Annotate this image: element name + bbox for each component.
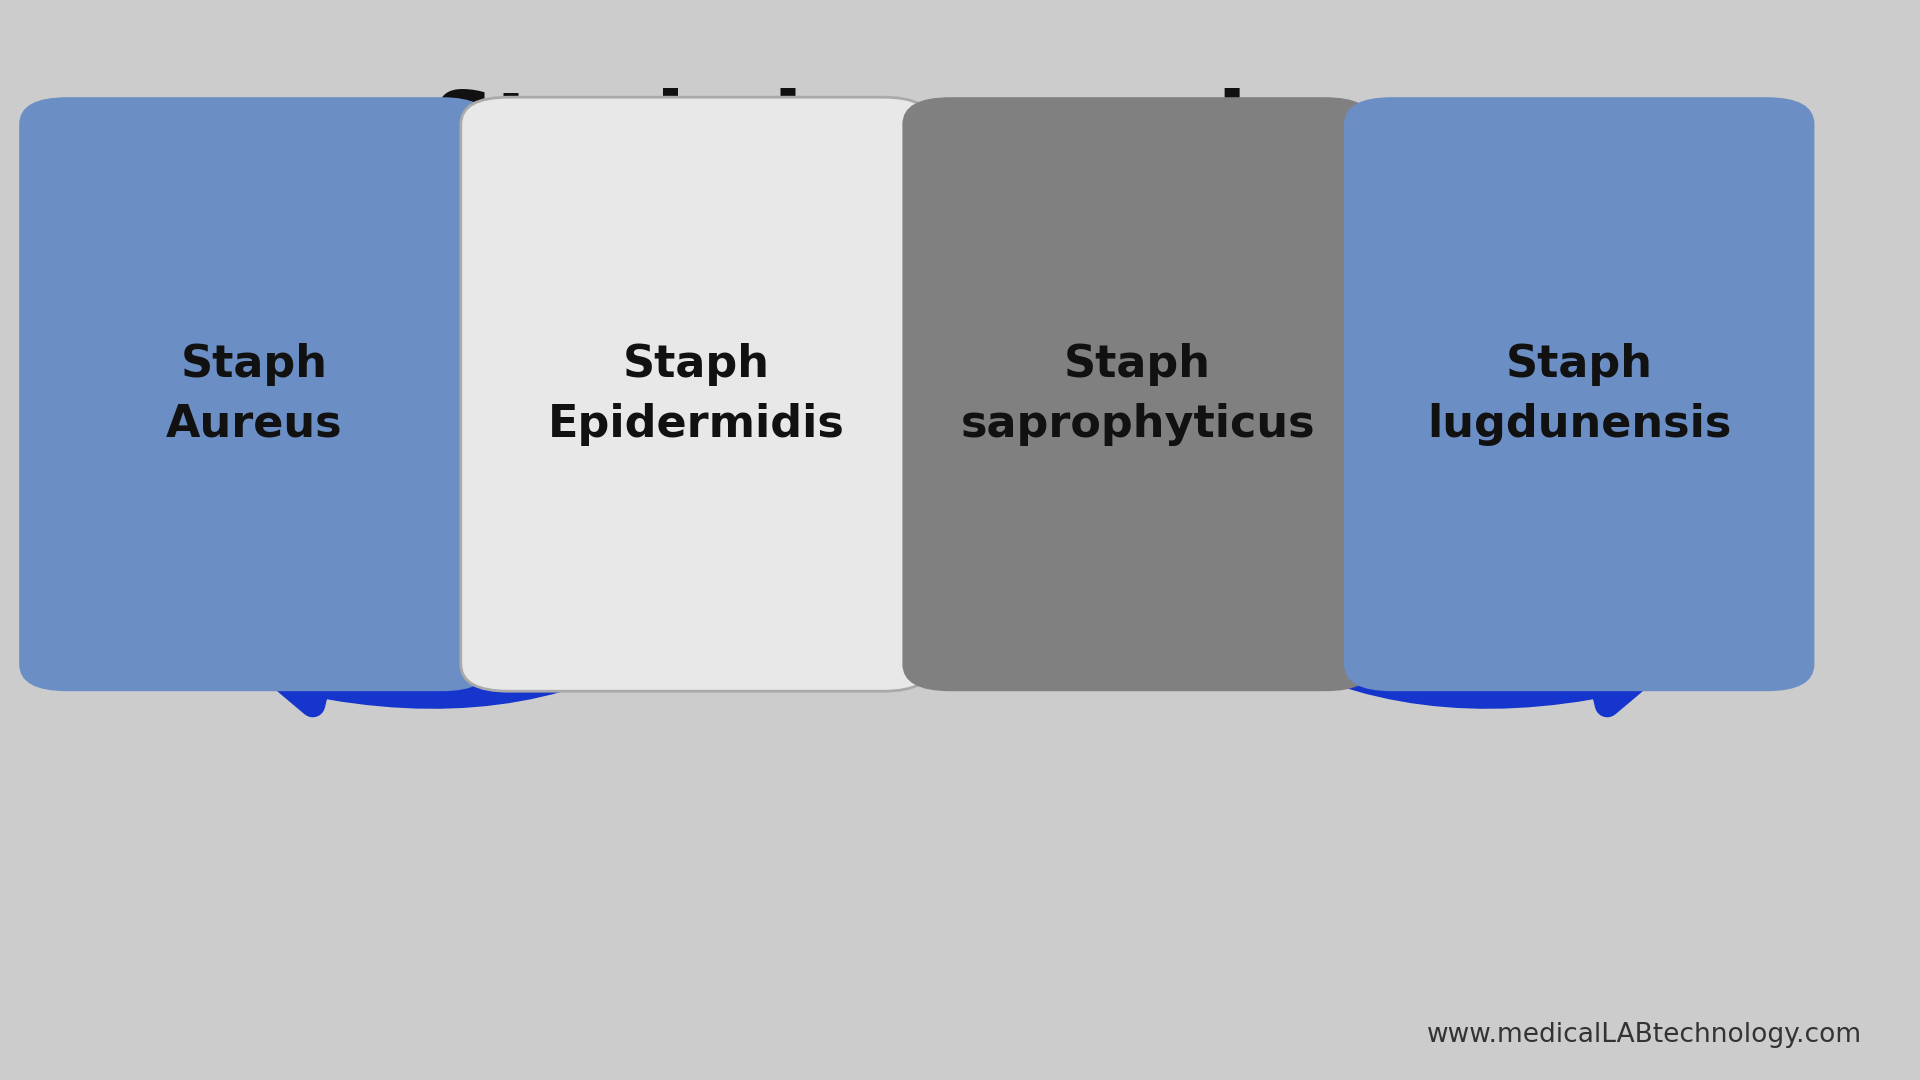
Text: www.medicalLABtechnology.com: www.medicalLABtechnology.com <box>1427 1022 1862 1048</box>
Text: Staph
lugdunensis: Staph lugdunensis <box>1427 342 1732 446</box>
Text: Staphylococcus lower: Staphylococcus lower <box>434 89 1486 171</box>
Text: Staph
saprophyticus: Staph saprophyticus <box>960 342 1315 446</box>
FancyBboxPatch shape <box>461 97 931 691</box>
Text: Staph
Aureus: Staph Aureus <box>167 342 342 446</box>
FancyArrowPatch shape <box>680 136 714 234</box>
FancyArrowPatch shape <box>1039 359 1640 705</box>
FancyArrowPatch shape <box>280 359 881 705</box>
Text: Staph
Epidermidis: Staph Epidermidis <box>547 342 845 446</box>
FancyBboxPatch shape <box>902 97 1373 691</box>
FancyArrowPatch shape <box>1121 136 1156 234</box>
FancyBboxPatch shape <box>1344 97 1814 691</box>
FancyBboxPatch shape <box>19 97 490 691</box>
Text: classifications chart: classifications chart <box>472 240 1448 322</box>
